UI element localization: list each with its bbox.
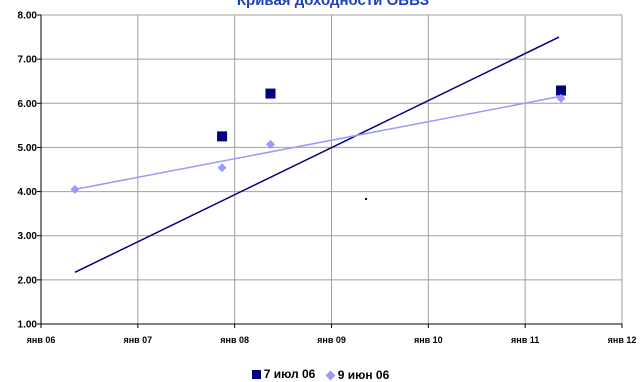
axes [37, 14, 623, 328]
legend-item-9-jun-06: 9 июн 06 [323, 368, 390, 382]
y-tick-label: 5.00 [18, 143, 38, 154]
square-marker-series-1 [217, 131, 228, 142]
trendline-series-1 [74, 36, 560, 274]
x-tick-label: янв 06 [27, 335, 56, 345]
x-tick-labels: янв 06 янв 07 янв 08 янв 09 янв 10 янв 11 янв … [27, 335, 637, 345]
x-tick-label: янв 12 [608, 335, 637, 345]
trendline-series-2 [74, 95, 560, 191]
diamond-marker-series-2 [556, 93, 566, 103]
grid [41, 14, 623, 324]
y-tick-label: 8.00 [18, 11, 38, 22]
y-tick-label: 4.00 [18, 187, 38, 198]
legend-item-7-jul-06: 7 июл 06 [251, 367, 316, 381]
x-tick-label: янв 11 [511, 335, 539, 345]
y-tick-label: 6.00 [18, 99, 38, 110]
x-tick-label: янв 07 [123, 335, 152, 345]
square-marker-series-1 [555, 85, 566, 96]
x-tick-label: янв 09 [317, 335, 346, 345]
diamond-marker-series-2 [70, 184, 80, 194]
y-tick-label: 7.00 [18, 55, 38, 66]
x-tick-label: янв 10 [414, 335, 443, 345]
y-tick-label: 1.00 [18, 320, 38, 331]
data-markers [70, 85, 566, 194]
x-tick-label: янв 08 [220, 335, 249, 345]
diamond-marker-series-2 [265, 139, 275, 149]
diamond-marker-icon [325, 370, 336, 380]
legend-label-7-jul-06: 7 июл 06 [263, 367, 316, 381]
square-marker-series-1 [265, 88, 276, 99]
chart-title: Кривая доходности ОВВЗ [237, 0, 429, 9]
trendlines [74, 36, 560, 274]
y-tick-labels: 1.00 2.00 3.00 4.00 5.00 6.00 7.00 8.00 [18, 11, 38, 331]
legend: 7 июл 06 9 июн 06 [0, 367, 641, 382]
square-marker-icon [251, 369, 261, 379]
legend-label-9-jun-06: 9 июн 06 [337, 368, 390, 382]
diamond-marker-series-2 [217, 163, 227, 173]
stray-mark [365, 198, 367, 200]
y-tick-label: 2.00 [18, 275, 38, 286]
y-tick-label: 3.00 [18, 231, 38, 242]
